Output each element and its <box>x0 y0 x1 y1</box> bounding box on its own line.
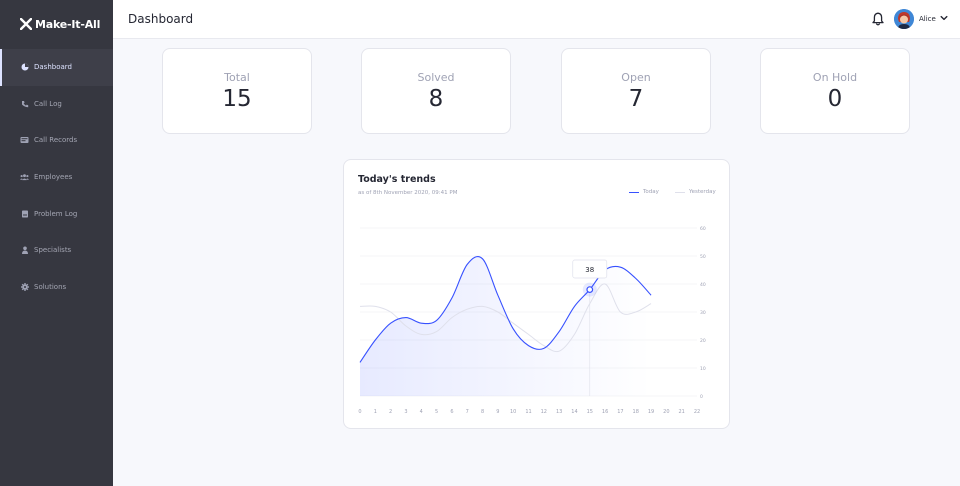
x-tick-label: 20 <box>663 409 669 415</box>
x-tick-label: 0 <box>358 409 361 415</box>
x-tick-label: 19 <box>648 409 654 415</box>
x-tick-label: 11 <box>525 409 531 415</box>
y-tick-label: 30 <box>700 310 706 316</box>
legend-today: Today <box>629 189 659 195</box>
x-tick-label: 6 <box>450 409 453 415</box>
avatar[interactable] <box>894 9 914 29</box>
x-tick-label: 4 <box>420 409 423 415</box>
x-tick-label: 13 <box>556 409 562 415</box>
legend-yesterday: Yesterday <box>675 189 716 195</box>
legend-swatch <box>675 191 685 193</box>
user-icon <box>20 246 29 255</box>
x-tick-label: 22 <box>694 409 700 415</box>
x-tick-label: 16 <box>602 409 608 415</box>
stat-label: Total <box>224 71 250 84</box>
brand[interactable]: Make-It-All <box>0 0 113 48</box>
top-header: Dashboard Alice <box>113 0 960 39</box>
stat-card-open[interactable]: Open 7 <box>561 48 711 134</box>
x-tick-label: 2 <box>389 409 392 415</box>
page-title: Dashboard <box>128 12 194 26</box>
x-tick-label: 12 <box>541 409 547 415</box>
stat-card-total[interactable]: Total 15 <box>162 48 312 134</box>
trends-title: Today's trends <box>358 174 436 185</box>
stat-label: Solved <box>417 71 455 84</box>
stat-value: 0 <box>827 86 843 112</box>
stat-card-solved[interactable]: Solved 8 <box>361 48 511 134</box>
sidebar-item-problem-log[interactable]: Problem Log <box>0 195 113 232</box>
stat-card-on-hold[interactable]: On Hold 0 <box>760 48 910 134</box>
sidebar-item-label: Dashboard <box>34 63 72 72</box>
trends-panel: Today's trends as of 8th November 2020, … <box>343 159 730 429</box>
records-icon <box>20 136 29 145</box>
x-tick-label: 5 <box>435 409 438 415</box>
legend-label: Yesterday <box>689 189 716 195</box>
sidebar-item-label: Call Log <box>34 99 62 108</box>
sidebar-item-dashboard[interactable]: Dashboard <box>0 49 113 86</box>
dashboard-icon <box>20 63 29 72</box>
user-name[interactable]: Alice <box>919 15 936 23</box>
sidebar-item-label: Specialists <box>34 246 72 255</box>
series-line-yesterday <box>359 283 652 353</box>
y-tick-label: 60 <box>700 226 706 232</box>
stat-value: 8 <box>428 86 444 112</box>
annotation-point <box>586 286 594 294</box>
stat-label: Open <box>621 71 651 84</box>
stat-value: 15 <box>222 86 252 112</box>
x-tick-label: 10 <box>510 409 516 415</box>
legend-swatch <box>629 191 639 193</box>
x-tick-label: 7 <box>466 409 469 415</box>
sidebar-item-solutions[interactable]: Solutions <box>0 269 113 306</box>
x-tick-label: 18 <box>633 409 639 415</box>
sidebar-item-label: Solutions <box>34 282 67 291</box>
x-tick-label: 3 <box>404 409 407 415</box>
sidebar-item-call-log[interactable]: Call Log <box>0 86 113 123</box>
annotation-label: 38 <box>585 266 594 274</box>
stat-value: 7 <box>628 86 644 112</box>
x-tick-label: 1 <box>374 409 377 415</box>
chevron-down-icon[interactable] <box>940 14 948 22</box>
y-tick-label: 10 <box>700 366 706 372</box>
stat-label: On Hold <box>812 71 858 84</box>
y-tick-label: 40 <box>700 282 706 288</box>
today-area <box>360 256 652 396</box>
sidebar-item-label: Call Records <box>34 136 78 145</box>
sidebar: Make-It-All Dashboard Call Log Call Reco… <box>0 0 113 486</box>
users-icon <box>20 173 29 182</box>
x-tick-label: 8 <box>481 409 484 415</box>
x-tick-label: 9 <box>496 409 499 415</box>
sidebar-item-employees[interactable]: Employees <box>0 159 113 196</box>
sidebar-item-label: Employees <box>34 173 73 182</box>
bell-icon[interactable] <box>872 12 884 26</box>
annotation-tooltip <box>572 259 608 279</box>
y-tick-label: 20 <box>700 338 706 344</box>
y-tick-label: 50 <box>700 254 706 260</box>
y-tick-label: 0 <box>700 394 703 400</box>
gear-icon <box>20 282 29 291</box>
x-tick-label: 14 <box>571 409 577 415</box>
trends-subtitle: as of 8th November 2020, 09:41 PM <box>358 190 458 196</box>
log-icon <box>20 209 29 218</box>
brand-name: Make-It-All <box>35 17 101 31</box>
x-tick-label: 15 <box>587 409 593 415</box>
x-tick-label: 17 <box>617 409 623 415</box>
phone-icon <box>20 99 29 108</box>
sidebar-item-label: Problem Log <box>34 209 78 218</box>
x-tick-label: 21 <box>678 409 684 415</box>
sidebar-nav: Dashboard Call Log Call Records Employee… <box>0 49 113 305</box>
legend-label: Today <box>643 189 659 195</box>
sidebar-item-call-records[interactable]: Call Records <box>0 122 113 159</box>
sidebar-item-specialists[interactable]: Specialists <box>0 232 113 269</box>
tools-logo-icon <box>20 18 32 30</box>
